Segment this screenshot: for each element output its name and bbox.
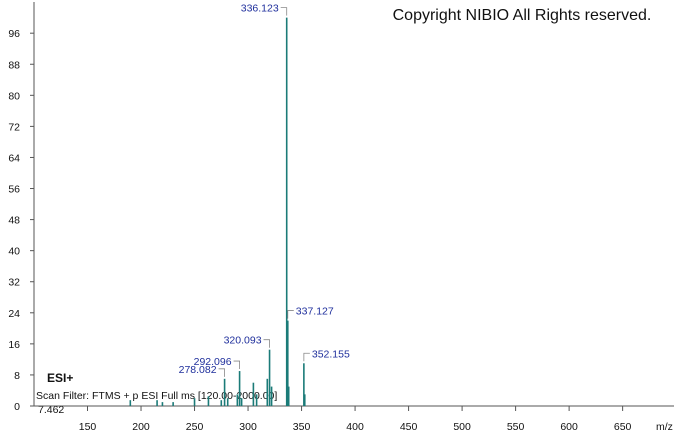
label-bracket [287,310,294,319]
base-intensity: 7.462 [38,404,64,416]
y-tick-label: 96 [8,28,20,40]
x-tick-label: 300 [239,421,257,433]
label-bracket [233,360,240,370]
peak-label: 278.082 [179,364,217,376]
peak-label: 292.096 [194,356,232,368]
peak-label: 320.093 [224,335,262,347]
peak-label: 337.127 [296,306,334,318]
y-tick-label: 0 [14,401,20,413]
y-tick-label: 72 [8,121,20,133]
ion-mode: ESI+ [47,371,73,385]
x-tick-label: 500 [453,421,471,433]
label-bracket [263,339,270,348]
y-tick-label: 8 [14,370,20,382]
scan-filter: Scan Filter: FTMS + p ESI Full ms [120.0… [36,390,277,402]
x-tick-label: 150 [79,421,97,433]
y-tick-label: 48 [8,215,20,227]
label-bracket [280,7,288,16]
label-bracket [303,352,310,362]
y-tick-label: 40 [8,246,20,258]
x-tick-label: 400 [346,421,364,433]
copyright: Copyright NIBIO All Rights reserved. [393,7,652,24]
x-tick-label: 550 [507,421,525,433]
label-bracket [218,368,225,377]
y-tick-label: 32 [8,277,20,289]
y-tick-label: 80 [8,90,20,102]
x-tick-label: 450 [400,421,418,433]
x-tick-label: 600 [560,421,578,433]
x-tick-label: 200 [132,421,150,433]
peak-label: 336.123 [241,3,279,15]
x-axis-label: m/z [656,421,673,433]
y-tick-label: 16 [8,339,20,351]
x-tick-label: 350 [293,421,311,433]
y-tick-label: 24 [8,308,20,320]
peak-label: 352.155 [312,348,350,360]
y-tick-label: 88 [8,59,20,71]
y-tick-label: 56 [8,184,20,196]
x-tick-label: 650 [614,421,632,433]
x-tick-label: 250 [186,421,204,433]
y-tick-label: 64 [8,152,20,164]
